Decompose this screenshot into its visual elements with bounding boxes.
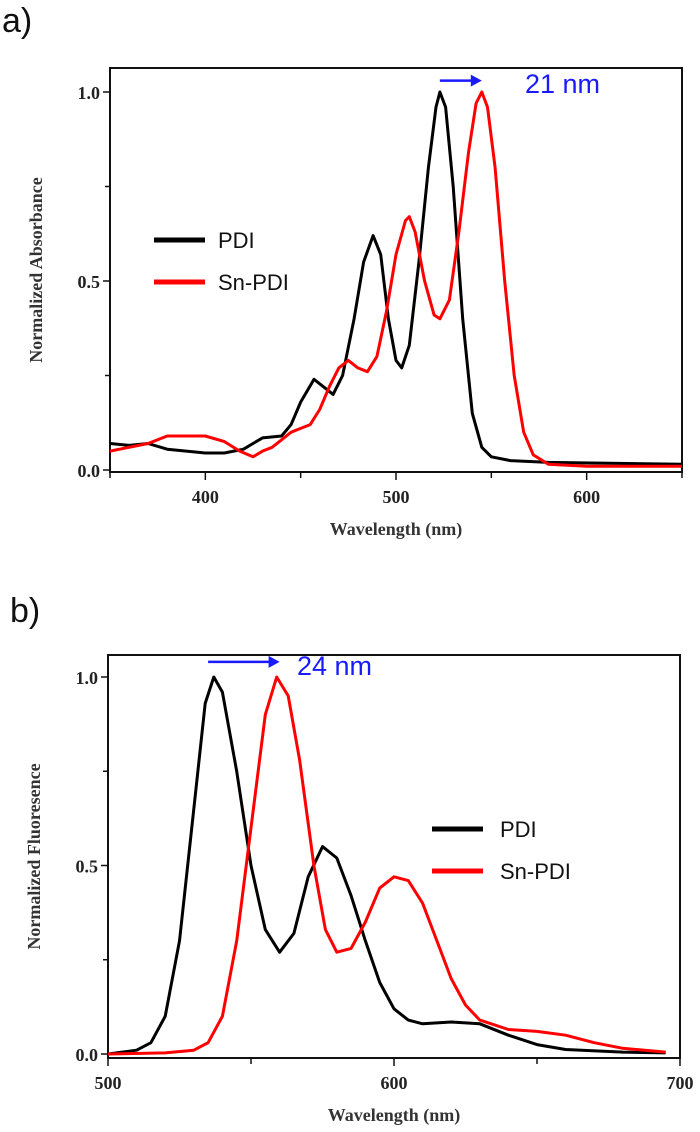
x-tick-label: 600 [381,1073,408,1093]
series-line-pdi [109,90,683,466]
legend-label: Sn-PDI [218,270,289,295]
x-tick-label: 400 [192,487,219,507]
legend-label: PDI [218,228,255,253]
y-tick-label: 0.5 [78,272,101,292]
y-tick-label: 1.0 [76,668,99,688]
series-line-pdi [107,675,666,1056]
series-line-sn-pdi [107,675,666,1056]
shift-annotation: 21 nm [525,69,600,99]
panel-label: a) [2,2,32,40]
x-tick-label: 500 [95,1073,122,1093]
shift-annotation: 24 nm [297,651,372,681]
x-tick-label: 600 [573,487,600,507]
chart-panel-b: b) 500 600 700 0.0 0.5 1.0 Wavelength (nm) Norma… [10,592,694,1126]
y-axis-title: Normalized Fluoresence [24,763,44,949]
legend-label: PDI [500,817,537,842]
chart-panel-a: a) 400 500 600 0.0 0.5 1.0 Wavelength (nm) Norma… [2,2,683,540]
x-tick-label: 500 [383,487,410,507]
y-tick-label: 0.5 [76,857,99,877]
series-line-sn-pdi [109,90,682,468]
plot-frame [107,654,681,1059]
x-axis-title: Wavelength (nm) [330,519,463,540]
arrow-head-icon [268,655,280,668]
plot-frame [109,67,683,473]
y-axis-title: Normalized Absorbance [26,177,46,362]
y-tick-label: 0.0 [76,1045,99,1065]
y-tick-label: 1.0 [78,83,101,103]
x-tick-label: 700 [667,1073,694,1093]
legend-label: Sn-PDI [500,859,571,884]
y-tick-label: 0.0 [78,461,101,481]
arrow-head-icon [470,74,482,87]
panel-label: b) [10,592,40,630]
x-axis-title: Wavelength (nm) [328,1105,461,1126]
